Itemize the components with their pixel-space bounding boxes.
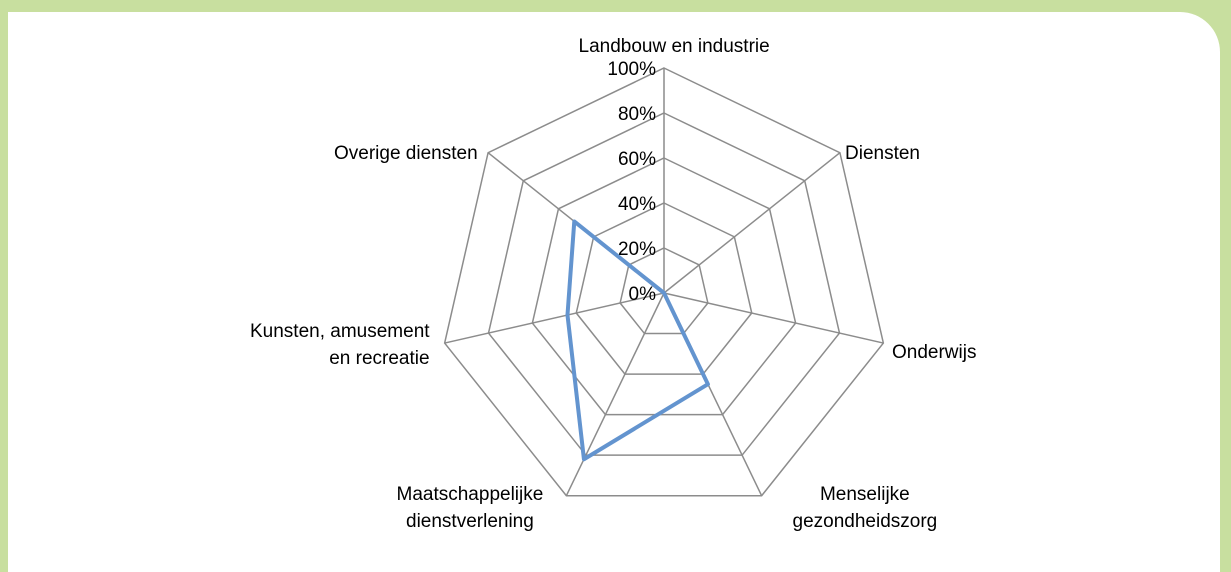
series-line (565, 219, 710, 462)
grid-ring (487, 112, 841, 456)
tick-label: 20% (618, 239, 656, 260)
tick-label: 80% (618, 104, 656, 125)
tick-label: 60% (618, 149, 656, 170)
spoke (565, 292, 665, 497)
grid-ring (531, 157, 797, 416)
panel (8, 12, 1220, 572)
page: 0% 20% 40% 60% 80% 100% Landbouw en industrie… (8, 12, 1220, 572)
category-label: Menselijke gezondheidszorg (792, 484, 938, 532)
category-label: Landbouw en industrie (578, 35, 770, 57)
spoke (663, 152, 841, 294)
tick-label: 40% (618, 194, 656, 215)
grid-ring (575, 202, 753, 375)
spoke (663, 292, 884, 344)
tick-label: 0% (629, 284, 657, 305)
category-label: Maatschappelijke dienstverlening (396, 484, 544, 532)
chart: 0% 20% 40% 60% 80% 100% Landbouw en industrie… (250, 35, 977, 533)
grid-ring (619, 247, 709, 335)
category-label: Onderwijs (892, 341, 977, 363)
category-label: Diensten (845, 142, 920, 164)
category-label: Kunsten, amusement en recreatie (250, 321, 430, 369)
category-label: Overige diensten (334, 142, 478, 164)
spoke (444, 292, 665, 344)
grid-ring (443, 67, 885, 497)
radar-chart: 0% 20% 40% 60% 80% 100% (443, 59, 885, 497)
tick-label: 100% (607, 59, 656, 80)
